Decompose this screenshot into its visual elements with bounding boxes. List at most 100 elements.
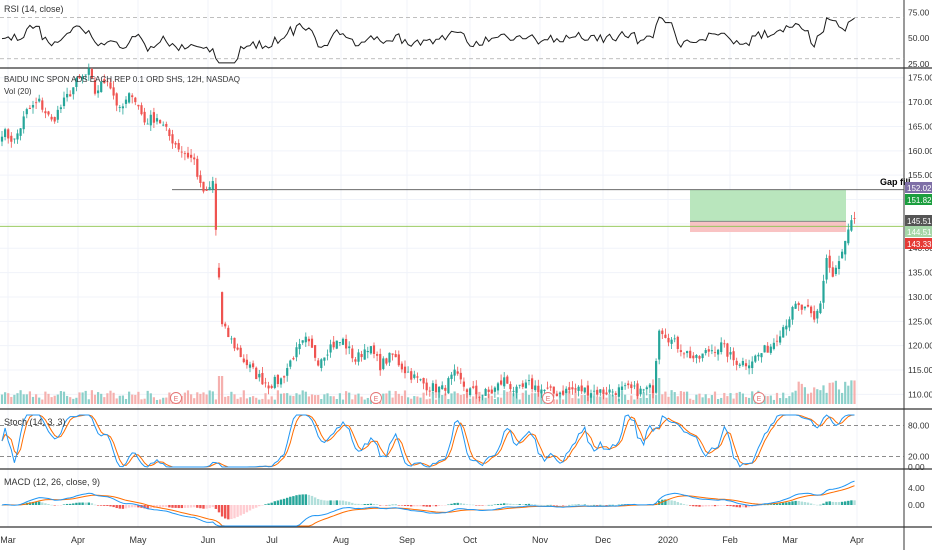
volume-bar bbox=[441, 394, 444, 404]
candle-body bbox=[769, 346, 772, 353]
macd-histogram-bar bbox=[794, 500, 797, 505]
macd-histogram-bar bbox=[0, 505, 4, 506]
macd-histogram-bar bbox=[233, 505, 236, 519]
macd-histogram-bar bbox=[282, 498, 286, 505]
macd-histogram-bar bbox=[193, 505, 196, 508]
volume-bar bbox=[255, 397, 258, 404]
candle-body bbox=[320, 359, 323, 369]
candle-body bbox=[224, 323, 227, 327]
volume-bar bbox=[667, 396, 670, 404]
price-badge bbox=[905, 238, 932, 249]
time-tick-label: Apr bbox=[71, 535, 85, 545]
volume-bar bbox=[360, 396, 363, 404]
macd-histogram-bar bbox=[298, 494, 301, 505]
candle-body bbox=[717, 349, 720, 355]
volume-bar bbox=[317, 395, 320, 404]
candle-body bbox=[128, 93, 131, 103]
volume-bar bbox=[611, 394, 614, 404]
macd-histogram-bar bbox=[155, 505, 159, 508]
candle-body bbox=[298, 343, 301, 350]
macd-histogram-bar bbox=[416, 505, 419, 507]
volume-bar bbox=[565, 391, 568, 404]
volume-bar bbox=[813, 387, 816, 404]
volume-bar bbox=[165, 397, 168, 404]
volume-bar bbox=[698, 393, 701, 404]
symbol-title: BAIDU INC SPON ADS EACH REP 0.1 ORD SHS,… bbox=[4, 75, 240, 84]
stoch-tick-label: 20.00 bbox=[908, 452, 930, 462]
volume-bar bbox=[593, 395, 596, 404]
candle-body bbox=[75, 78, 78, 87]
macd-histogram-bar bbox=[112, 505, 115, 508]
macd-histogram-bar bbox=[484, 505, 487, 506]
candle-body bbox=[112, 87, 115, 96]
volume-bar bbox=[323, 394, 326, 404]
time-tick-label: Sep bbox=[399, 535, 415, 545]
candle-body bbox=[537, 385, 540, 393]
candle-body bbox=[509, 384, 512, 390]
volume-bar bbox=[602, 394, 605, 404]
volume-bar bbox=[267, 399, 270, 404]
candle-body bbox=[208, 187, 211, 191]
candle-body bbox=[391, 353, 394, 355]
candle-body bbox=[748, 365, 751, 369]
candle-body bbox=[283, 376, 286, 378]
macd-histogram-bar bbox=[729, 505, 732, 507]
volume-bar bbox=[580, 395, 583, 404]
candle-body bbox=[78, 75, 81, 79]
rsi-tick-label: 50.00 bbox=[908, 33, 930, 43]
volume-bar bbox=[500, 397, 503, 404]
candle-body bbox=[403, 366, 407, 374]
volume-bar bbox=[738, 391, 741, 404]
volume-bar bbox=[751, 391, 754, 404]
candle-body bbox=[701, 353, 704, 359]
candle-body bbox=[791, 307, 794, 320]
macd-histogram-bar bbox=[431, 505, 435, 507]
volume-bar bbox=[831, 382, 834, 404]
time-tick-label: Aug bbox=[333, 535, 349, 545]
volume-bar bbox=[168, 392, 171, 404]
candle-body bbox=[410, 371, 413, 380]
volume-bar bbox=[118, 395, 121, 404]
macd-histogram-bar bbox=[143, 505, 146, 509]
macd-histogram-bar bbox=[800, 501, 803, 505]
macd-histogram-bar bbox=[106, 505, 109, 506]
macd-histogram-bar bbox=[720, 505, 723, 506]
price-badge-label: 143.33 bbox=[907, 240, 932, 249]
candle-body bbox=[72, 87, 75, 95]
macd-histogram-bar bbox=[146, 505, 149, 509]
macd-histogram-bar bbox=[301, 494, 304, 505]
volume-bar bbox=[620, 390, 624, 404]
volume-bar bbox=[13, 394, 16, 404]
macd-histogram-bar bbox=[267, 503, 270, 505]
macd-histogram-bar bbox=[775, 503, 779, 505]
candle-body bbox=[295, 347, 298, 358]
macd-histogram-bar bbox=[400, 505, 404, 506]
candle-body bbox=[496, 383, 500, 391]
macd-histogram-bar bbox=[93, 504, 97, 506]
candle-body bbox=[50, 116, 53, 120]
earnings-marker bbox=[542, 392, 554, 404]
time-axis[interactable]: Mar Apr May Jun Jul Aug Sep Oct Nov Dec 2020 Feb Mar… bbox=[0, 535, 864, 545]
stoch-k-line bbox=[1, 414, 855, 468]
macd-histogram-bar bbox=[382, 505, 385, 506]
candle-body bbox=[729, 352, 732, 355]
candle-body bbox=[583, 387, 586, 393]
volume-bar bbox=[797, 381, 800, 404]
candle-body bbox=[608, 389, 611, 393]
candle-body bbox=[549, 386, 552, 388]
volume-bar bbox=[345, 391, 348, 404]
macd-histogram-bar bbox=[465, 504, 469, 505]
macd-histogram-bar bbox=[468, 504, 472, 506]
candle-body bbox=[16, 133, 19, 140]
volume-bar bbox=[537, 392, 540, 404]
macd-histogram-bar bbox=[509, 503, 512, 505]
volume-bar bbox=[534, 393, 537, 404]
candle-body bbox=[53, 117, 56, 122]
macd-histogram-bar bbox=[375, 504, 379, 505]
candle-body bbox=[524, 382, 527, 389]
volume-bar bbox=[837, 389, 841, 404]
macd-histogram-bar bbox=[419, 505, 422, 507]
candle-body bbox=[97, 90, 100, 94]
